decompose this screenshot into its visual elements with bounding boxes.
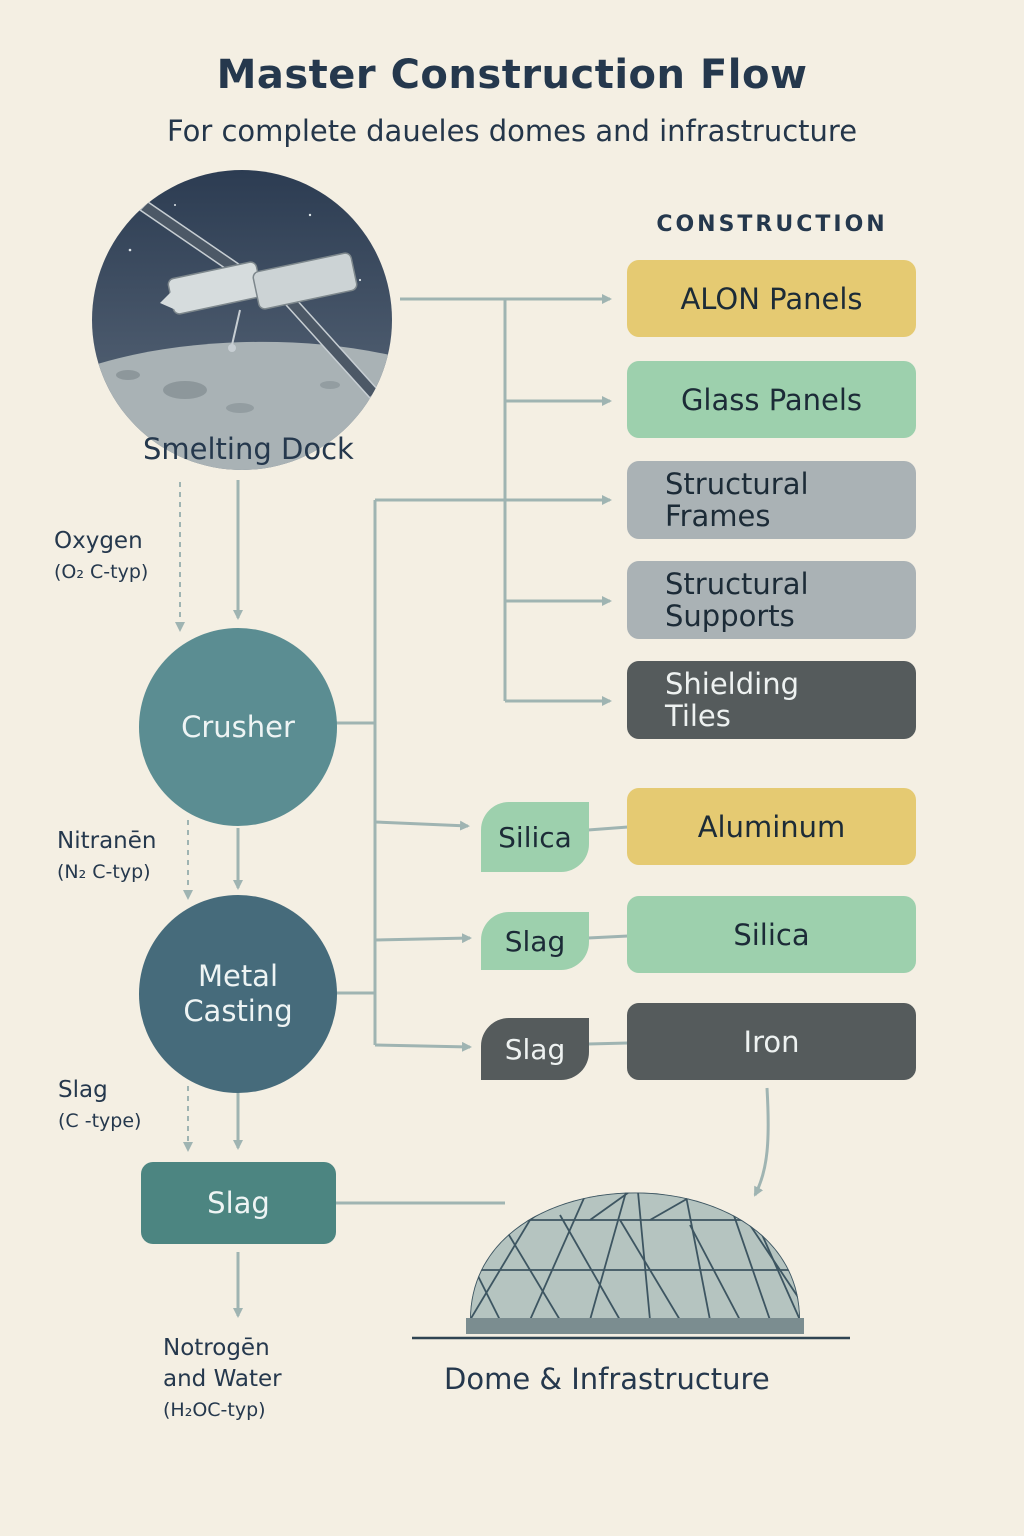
intermediate-slag-dark: Slag [481, 1018, 589, 1080]
construction-item-alon-panels: ALON Panels [627, 260, 916, 337]
notrogen-water-label: Notrogēn and Water (H₂OC-typ) [163, 1335, 282, 1421]
material-iron: Iron [627, 1003, 916, 1080]
slag-node-label: Slag [207, 1186, 270, 1220]
construction-item-structural-frames: Structural Frames [627, 461, 916, 539]
metal-casting-label: Metal Casting [183, 959, 293, 1028]
oxygen-label: Oxygen (O₂ C-typ) [54, 528, 149, 583]
material-silica: Silica [627, 896, 916, 973]
crusher-label: Crusher [181, 709, 295, 744]
crusher-node: Crusher [139, 628, 337, 826]
slag-node: Slag [141, 1162, 336, 1244]
construction-item-structural-supports: Structural Supports [627, 561, 916, 639]
construction-item-glass-panels: Glass Panels [627, 361, 916, 438]
construction-heading: CONSTRUCTION [656, 212, 888, 237]
metal-casting-node: Metal Casting [139, 895, 337, 1093]
intermediate-silica: Silica [481, 802, 589, 872]
page-title: Master Construction Flow [216, 52, 808, 98]
intermediate-slag-green: Slag [481, 912, 589, 970]
nitranen-label: Nitranēn (N₂ C-typ) [57, 828, 157, 883]
smelting-dock-illustration [92, 170, 392, 470]
page-subtitle: For complete daueles domes and infrastru… [166, 114, 858, 148]
construction-item-shielding-tiles: Shielding Tiles [627, 661, 916, 739]
dome-illustration [412, 1192, 850, 1340]
slag-side-label: Slag (C -type) [58, 1077, 142, 1132]
smelting-dock-label: Smelting Dock [143, 432, 354, 466]
material-aluminum: Aluminum [627, 788, 916, 865]
dome-infrastructure-label: Dome & Infrastructure [444, 1362, 770, 1396]
